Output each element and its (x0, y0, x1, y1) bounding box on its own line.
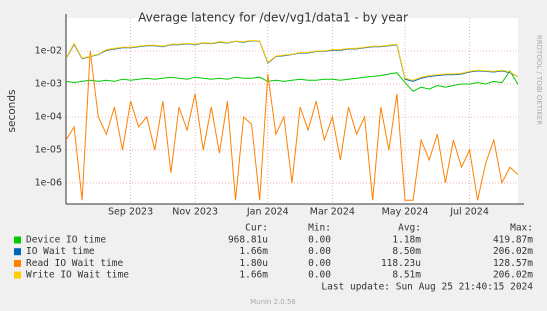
legend-label: Read IO Wait time (26, 258, 124, 269)
chart-title: Average latency for /dev/vg1/data1 - by … (138, 11, 408, 25)
legend-stat: 1.18m (392, 235, 421, 246)
legend-stat: 1.66m (239, 246, 268, 257)
side-text: RRDTOOL / TOBI OETIKER (535, 35, 543, 125)
y-tick-label: 1e-02 (35, 45, 62, 56)
y-tick-label: 1e-06 (35, 177, 62, 188)
x-tick-label: Mar 2024 (310, 207, 355, 218)
y-tick-label: 1e-03 (35, 78, 62, 89)
legend-stat: 206.02m (493, 246, 533, 257)
x-tick-label: Nov 2023 (172, 207, 218, 218)
legend-swatch (14, 248, 21, 256)
legend-stat: 118.23u (381, 258, 421, 269)
legend-swatch (14, 236, 21, 244)
legend-header: Avg: (398, 223, 421, 234)
legend-stat: 419.87m (493, 235, 533, 246)
legend-stat: 0.00 (308, 246, 331, 257)
legend-label: IO Wait time (26, 246, 95, 257)
legend-stat: 128.57m (493, 258, 533, 269)
legend-label: Device IO time (26, 235, 106, 246)
plot-lines (66, 39, 518, 201)
legend-header: Min: (308, 223, 331, 234)
legend-stat: 0.00 (308, 235, 331, 246)
legend-header: Max: (510, 223, 533, 234)
series-line (66, 39, 518, 81)
series-line (66, 50, 518, 201)
legend-stat: 0.00 (308, 270, 331, 281)
legend-label: Write IO Wait time (26, 270, 129, 281)
y-tick-label: 1e-05 (35, 144, 62, 155)
plot-area (66, 18, 518, 204)
x-tick-label: Jul 2024 (449, 207, 489, 218)
footer: Munin 2.0.56 (250, 298, 296, 306)
x-tick-label: May 2024 (382, 207, 429, 218)
legend-stat: 8.50m (392, 246, 421, 257)
last-update: Last update: Sun Aug 25 21:40:15 2024 (321, 282, 533, 293)
x-tick-label: Sep 2023 (108, 207, 153, 218)
y-tick-label: 1e-04 (35, 111, 62, 122)
x-tick-label: Jan 2024 (246, 207, 289, 218)
legend-stat: 0.00 (308, 258, 331, 269)
legend-stat: 8.51m (392, 270, 421, 281)
legend-header: Cur: (245, 223, 268, 234)
series-line (66, 69, 518, 92)
legend-swatch (14, 259, 21, 267)
legend-stat: 1.66m (239, 270, 268, 281)
legend-stat: 206.02m (493, 270, 533, 281)
legend-stat: 1.80u (239, 258, 268, 269)
y-axis-label: seconds (6, 90, 18, 133)
legend-swatch (14, 271, 21, 279)
legend-stat: 968.81u (228, 235, 268, 246)
